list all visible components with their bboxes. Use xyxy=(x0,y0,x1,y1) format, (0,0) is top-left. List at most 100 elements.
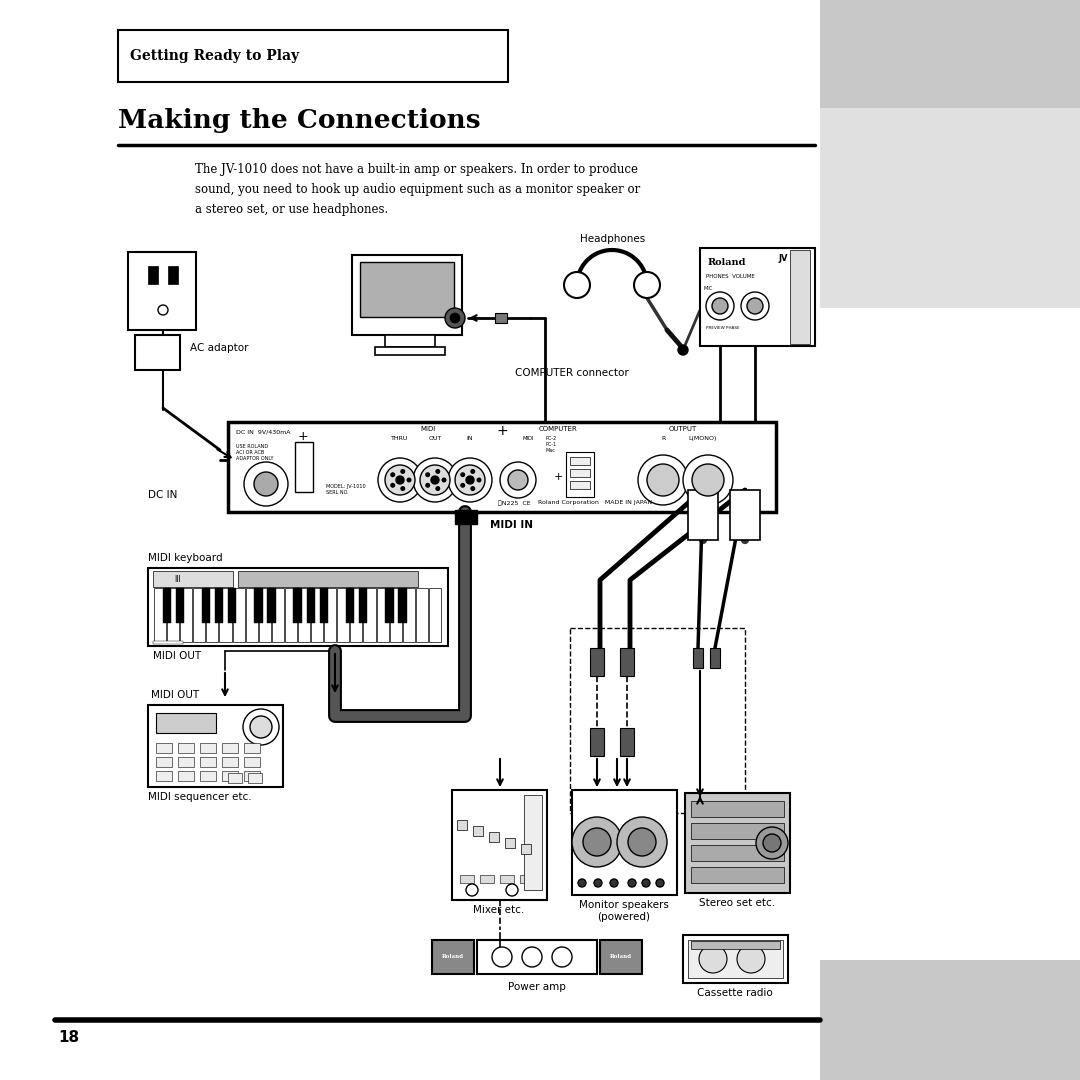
Bar xyxy=(360,262,454,318)
Text: AC adaptor: AC adaptor xyxy=(190,343,248,353)
Bar xyxy=(156,743,172,753)
Circle shape xyxy=(627,828,656,856)
Circle shape xyxy=(712,298,728,314)
Bar xyxy=(238,571,418,588)
Bar xyxy=(178,757,194,767)
Circle shape xyxy=(583,828,611,856)
Circle shape xyxy=(243,708,279,745)
Circle shape xyxy=(401,469,405,474)
Bar xyxy=(200,771,216,781)
Circle shape xyxy=(552,947,572,967)
Bar xyxy=(156,757,172,767)
Bar xyxy=(118,30,508,82)
Text: MIDI OUT: MIDI OUT xyxy=(151,690,199,700)
Circle shape xyxy=(594,879,602,887)
Bar xyxy=(168,266,178,284)
Bar xyxy=(489,832,499,842)
Circle shape xyxy=(406,477,411,483)
Bar xyxy=(153,642,183,644)
Circle shape xyxy=(706,292,734,320)
Bar xyxy=(521,843,531,854)
Circle shape xyxy=(638,455,688,505)
Bar xyxy=(148,705,283,787)
Bar xyxy=(259,588,271,642)
Circle shape xyxy=(683,455,733,505)
Bar xyxy=(390,588,402,642)
Bar xyxy=(135,335,180,370)
Text: PREVIEW PHASE: PREVIEW PHASE xyxy=(706,326,740,330)
Text: COMPUTER: COMPUTER xyxy=(539,426,578,432)
Bar xyxy=(285,588,297,642)
Circle shape xyxy=(508,470,528,490)
Bar xyxy=(460,875,474,883)
Bar xyxy=(691,867,784,883)
Bar xyxy=(295,442,313,492)
Bar xyxy=(683,935,788,983)
Text: +: + xyxy=(298,430,308,443)
Text: MIDI keyboard: MIDI keyboard xyxy=(148,553,222,563)
Circle shape xyxy=(634,272,660,298)
Text: ⓃN225  CE: ⓃN225 CE xyxy=(498,500,530,505)
Bar xyxy=(244,743,260,753)
Bar xyxy=(495,313,507,323)
Bar xyxy=(455,510,477,524)
Circle shape xyxy=(692,464,724,496)
Bar xyxy=(473,826,483,836)
Bar xyxy=(228,588,237,623)
Bar xyxy=(148,568,448,646)
Text: R: R xyxy=(661,436,665,441)
Text: Power amp: Power amp xyxy=(508,982,566,993)
Bar xyxy=(154,588,166,642)
Text: Making the Connections: Making the Connections xyxy=(118,108,481,133)
Bar xyxy=(248,773,262,783)
Text: Roland Corporation   MADE IN JAPAN: Roland Corporation MADE IN JAPAN xyxy=(538,500,652,505)
Text: Mixer etc.: Mixer etc. xyxy=(473,905,525,915)
Circle shape xyxy=(460,483,465,488)
Circle shape xyxy=(578,879,586,887)
Bar xyxy=(222,757,238,767)
Bar xyxy=(820,960,1080,1080)
Bar xyxy=(244,757,260,767)
Circle shape xyxy=(476,477,482,483)
Bar xyxy=(570,481,590,489)
Bar xyxy=(298,588,310,642)
Bar xyxy=(202,588,211,623)
Bar xyxy=(375,347,445,355)
Circle shape xyxy=(647,464,679,496)
Text: OUT: OUT xyxy=(429,436,442,441)
Text: Headphones: Headphones xyxy=(580,234,645,244)
Bar xyxy=(429,588,441,642)
Text: MODEL: JV-1010
SERL NO.: MODEL: JV-1010 SERL NO. xyxy=(326,484,366,495)
Bar xyxy=(432,940,474,974)
Bar xyxy=(129,252,195,330)
Bar xyxy=(244,771,260,781)
Text: MIDI: MIDI xyxy=(523,436,534,441)
Bar xyxy=(477,940,597,974)
Circle shape xyxy=(617,816,667,867)
Bar xyxy=(505,838,515,848)
Bar xyxy=(572,789,677,895)
Text: Cassette radio: Cassette radio xyxy=(697,988,773,998)
Bar xyxy=(688,940,783,978)
Circle shape xyxy=(426,483,430,488)
Circle shape xyxy=(656,879,664,887)
Circle shape xyxy=(465,476,474,484)
Bar xyxy=(215,588,224,623)
Bar xyxy=(193,588,205,642)
Circle shape xyxy=(420,465,450,495)
Bar xyxy=(570,457,590,465)
Bar xyxy=(730,490,760,540)
Bar xyxy=(524,795,542,890)
Bar xyxy=(232,588,245,642)
Circle shape xyxy=(642,879,650,887)
Bar xyxy=(346,588,354,623)
Circle shape xyxy=(448,458,492,502)
Bar xyxy=(350,588,363,642)
Circle shape xyxy=(741,292,769,320)
Bar xyxy=(254,588,262,623)
Bar xyxy=(377,588,389,642)
Circle shape xyxy=(572,816,622,867)
Bar xyxy=(691,845,784,861)
Text: Monitor speakers
(powered): Monitor speakers (powered) xyxy=(579,900,669,921)
Circle shape xyxy=(455,465,485,495)
